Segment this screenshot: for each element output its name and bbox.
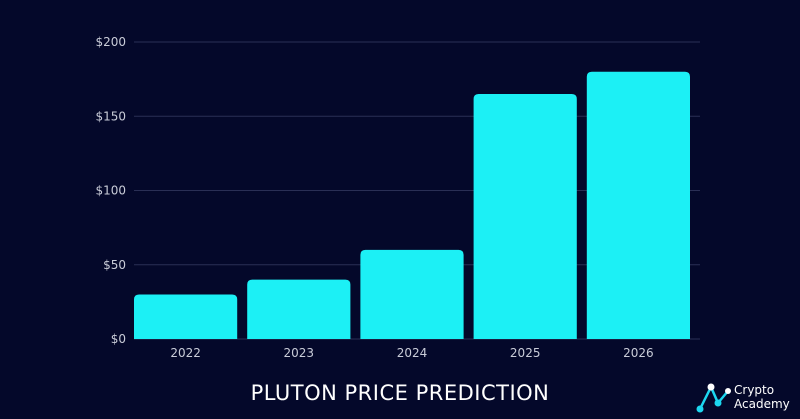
logo-line-1: Crypto: [734, 383, 775, 397]
logo-line-2: Academy: [734, 397, 790, 411]
y-tick-label: $200: [95, 35, 126, 49]
bar-2024: [360, 249, 464, 339]
y-tick-label: $150: [95, 109, 126, 123]
chart-title: PLUTON PRICE PREDICTION: [250, 381, 550, 405]
y-tick-label: $100: [95, 184, 126, 198]
x-tick-label: 2023: [284, 346, 315, 360]
x-axis-ticks: 2022 2023 2024 2025 2026: [170, 346, 653, 360]
x-tick-label: 2022: [170, 346, 201, 360]
x-tick-label: 2026: [623, 346, 654, 360]
bar-2023: [247, 279, 351, 339]
x-tick-label: 2025: [510, 346, 541, 360]
crypto-academy-logo: Crypto Academy: [694, 381, 794, 415]
x-tick-label: 2024: [397, 346, 428, 360]
bars: [134, 71, 690, 339]
logo-text: Crypto Academy: [734, 383, 790, 411]
y-tick-label: $0: [111, 332, 126, 346]
network-nodes-icon: [696, 383, 731, 413]
y-axis-ticks: $0 $50 $100 $150 $200: [95, 35, 126, 346]
bar-chart: $0 $50 $100 $150 $200 2022 2023 2024 2025 2026: [95, 35, 700, 360]
y-tick-label: $50: [103, 258, 126, 272]
bar-2026: [586, 71, 690, 339]
bar-2022: [134, 294, 238, 339]
bar-2025: [473, 93, 577, 339]
